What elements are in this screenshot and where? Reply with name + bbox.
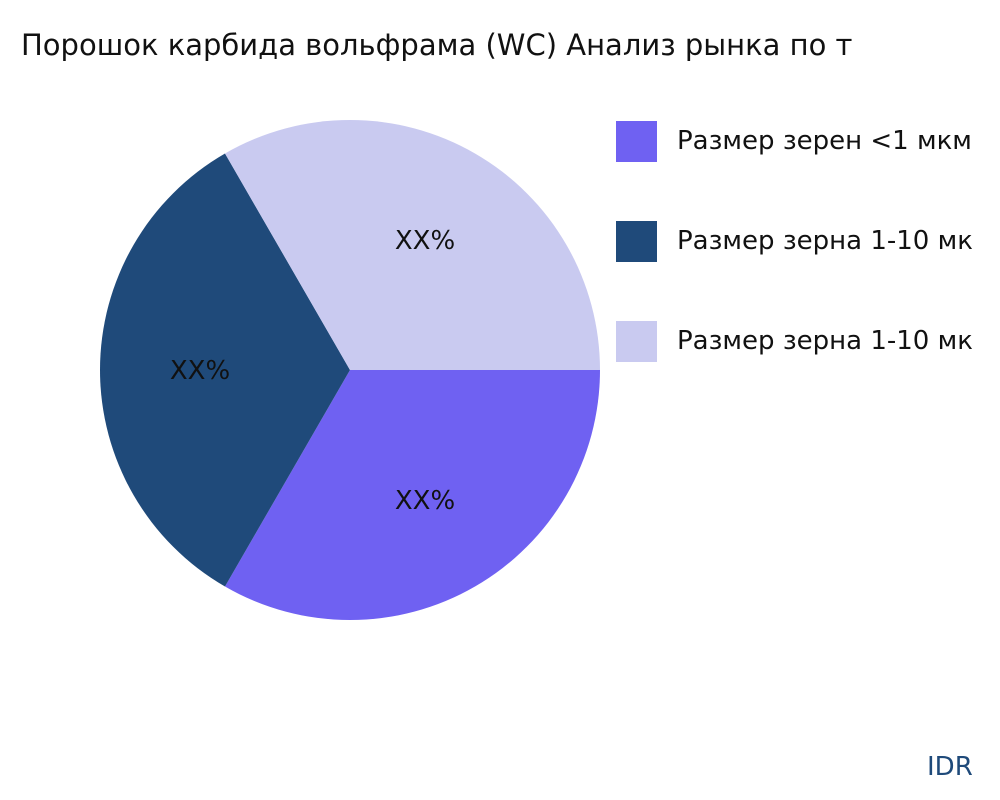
legend-label: Размер зерна 1-10 мк	[677, 226, 973, 256]
chart-title: Порошок карбида вольфрама (WC) Анализ ры…	[21, 28, 853, 62]
legend-swatch	[616, 220, 657, 262]
pie-slice-1	[225, 370, 600, 620]
legend-label: Размер зерна 1-10 мк	[677, 326, 973, 356]
data-label-2: XX%	[170, 356, 230, 386]
legend-label: Размер зерен <1 мкм	[677, 126, 972, 156]
legend-swatch	[616, 120, 657, 162]
data-label-3: XX%	[395, 226, 455, 256]
legend-item-1: Размер зерен <1 мкм	[616, 120, 972, 162]
data-label-1: XX%	[395, 486, 455, 516]
legend-item-3: Размер зерна 1-10 мк	[616, 320, 973, 362]
legend-swatch	[616, 320, 657, 362]
pie-slice-3	[225, 119, 600, 370]
brand-logo: IDR	[927, 752, 973, 782]
legend-item-2: Размер зерна 1-10 мк	[616, 220, 973, 262]
